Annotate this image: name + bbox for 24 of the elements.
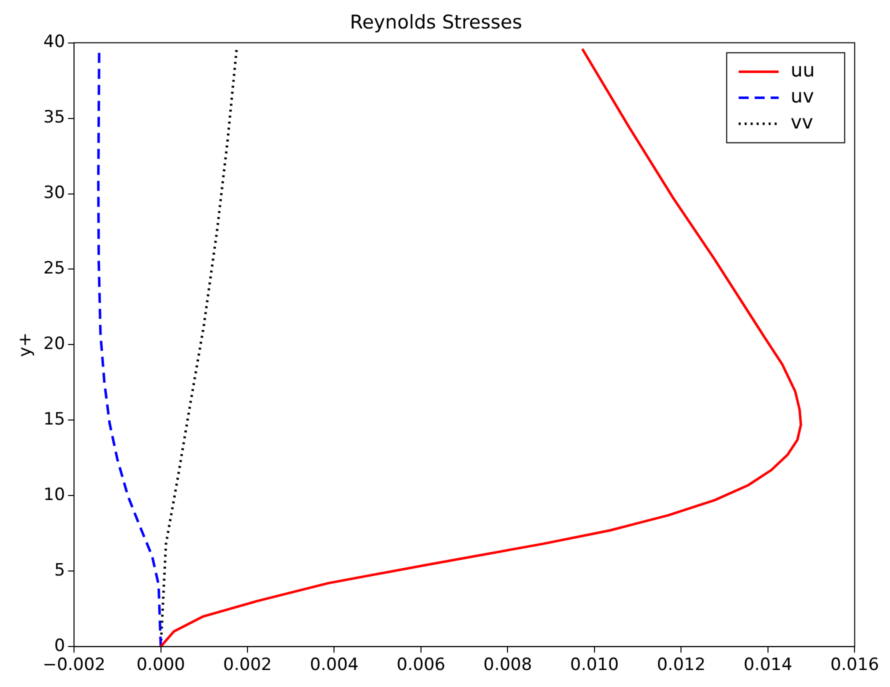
y-tick-label: 25: [43, 258, 66, 279]
x-tick-label: 0.008: [483, 655, 532, 676]
legend-label: uu: [790, 60, 815, 82]
y-tick-label: 40: [43, 32, 66, 52]
y-axis-title: y+: [16, 332, 36, 357]
y-tick-label: 5: [54, 560, 66, 581]
y-tick-label: 20: [43, 334, 66, 354]
y-tick-label: 30: [43, 183, 66, 204]
y-tick-label: 15: [43, 410, 66, 430]
y-tick-label: 0: [54, 636, 66, 656]
legend-label: vv: [790, 112, 814, 134]
x-tick-label: 0.006: [396, 655, 446, 676]
x-tick-label: 0.004: [310, 655, 359, 676]
x-tick-label: 0.010: [570, 655, 619, 676]
x-tick-label: 0.014: [744, 655, 792, 676]
y-tick-label: 35: [43, 108, 66, 128]
x-tick-label: 0.000: [136, 655, 186, 676]
x-tick-label: 0.016: [830, 655, 879, 676]
chart-title: Reynolds Stresses: [350, 11, 522, 34]
x-tick-label: 0.002: [223, 655, 272, 676]
legend-label: uv: [790, 86, 814, 108]
x-tick-label: −0.002: [42, 655, 106, 676]
x-tick-label: 0.012: [656, 655, 706, 676]
y-tick-label: 10: [43, 485, 66, 506]
